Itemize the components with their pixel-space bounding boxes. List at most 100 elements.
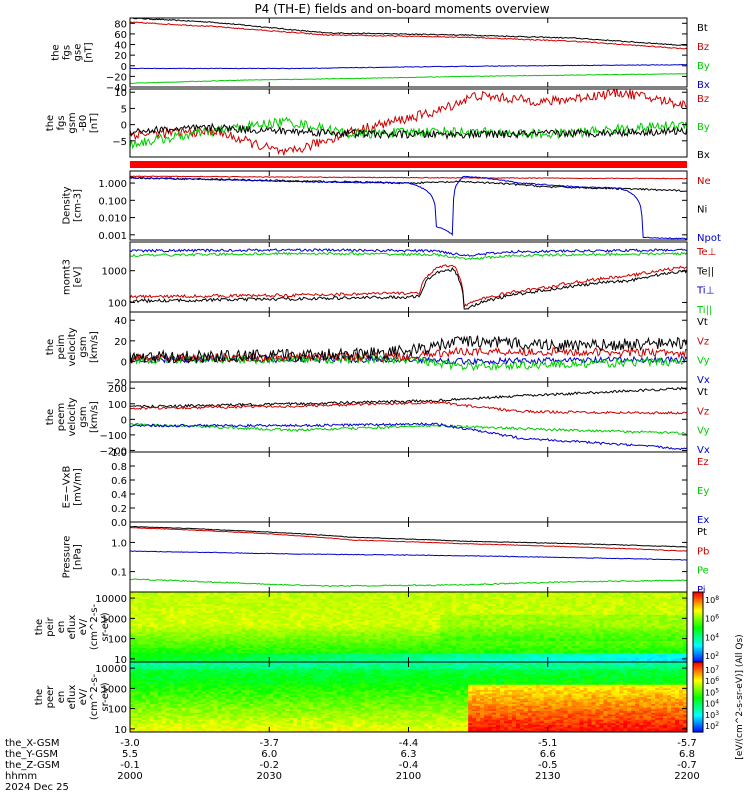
series-te bbox=[130, 265, 687, 307]
x-tick-value: -3.0 bbox=[120, 738, 140, 749]
y-axis-label: thepeimvelocitygsm[km/s] bbox=[45, 327, 100, 366]
y-tick-label: 0 bbox=[121, 62, 127, 73]
y-tick-label: 10000 bbox=[95, 594, 127, 605]
y-tick-label: 20 bbox=[114, 51, 127, 62]
legend-entry: Pe bbox=[697, 566, 709, 577]
y-axis-label: thepeerenefluxeV/(cm^2-s-sr-eV) bbox=[34, 673, 111, 720]
panel-frame bbox=[130, 171, 687, 240]
y-tick-label: 10 bbox=[114, 88, 127, 99]
x-tick-value: 6.8 bbox=[679, 749, 695, 760]
legend: Te⊥ Te|| Ti⊥ Ti|| bbox=[696, 247, 716, 316]
y-tick-label: 0.2 bbox=[111, 504, 127, 515]
panel-flag-bar bbox=[130, 161, 687, 168]
y-tick-label: 100 bbox=[108, 298, 127, 309]
legend-entry: Pb bbox=[697, 546, 709, 557]
colorbar-tick: 105 bbox=[705, 687, 719, 697]
x-tick-value: -4.4 bbox=[399, 738, 419, 749]
panel-peem-velocity: VtVzVyVx2001000−100−200thepeemvelocitygs… bbox=[45, 382, 710, 457]
x-tick-value: -3.7 bbox=[259, 738, 279, 749]
panel-frame bbox=[130, 18, 687, 87]
legend-entry: Ti⊥ bbox=[696, 286, 714, 297]
plot-title: P4 (TH-E) fields and on-board moments ov… bbox=[254, 2, 549, 16]
y-axis-label: momt3[eV] bbox=[62, 259, 84, 295]
x-tick-value: 2100 bbox=[396, 771, 421, 782]
y-tick-label: 40 bbox=[114, 41, 127, 52]
legend-entry: Vz bbox=[697, 336, 709, 347]
legend-entry: Ne bbox=[697, 176, 711, 187]
series-te bbox=[130, 268, 687, 309]
legend-entry: Vt bbox=[697, 317, 708, 328]
colorbar-tick: 106 bbox=[705, 614, 719, 624]
y-tick-label: 0.001 bbox=[98, 231, 127, 242]
legend-entry: Bt bbox=[697, 23, 708, 34]
y-tick-label: 0.1 bbox=[111, 568, 127, 579]
y-tick-label: 1.0 bbox=[111, 538, 127, 549]
panel-frame bbox=[130, 312, 687, 382]
panel-frame bbox=[130, 89, 687, 157]
y-axis-label: thefgsgsm-B0[nT] bbox=[45, 112, 100, 133]
y-tick-label: 20 bbox=[114, 337, 127, 348]
colorbar-tick: 106 bbox=[705, 676, 719, 686]
y-tick-label: 100 bbox=[108, 400, 127, 411]
series-bx bbox=[130, 65, 687, 69]
legend-entry: Vy bbox=[697, 356, 710, 367]
x-tick-value: -0.7 bbox=[677, 760, 697, 771]
y-axis-label: Pressure[nPa] bbox=[62, 536, 84, 579]
series-group bbox=[130, 18, 687, 84]
legend-entry: Ez bbox=[697, 457, 709, 468]
y-tick-label: 0.6 bbox=[111, 476, 127, 487]
x-row-label: the_Z-GSM bbox=[5, 760, 60, 771]
colorbar-tick: 108 bbox=[705, 595, 719, 605]
y-tick-label: −5 bbox=[112, 137, 127, 148]
y-tick-label: 40 bbox=[114, 316, 127, 327]
y-tick-label: 200 bbox=[108, 384, 127, 395]
legend-entry: Ey bbox=[697, 486, 709, 497]
legend-entry: Vx bbox=[697, 375, 710, 386]
y-tick-label: 80 bbox=[114, 19, 127, 30]
series-bz bbox=[130, 22, 687, 49]
y-tick-label: 0.010 bbox=[98, 214, 127, 225]
legend-entry: Vx bbox=[697, 445, 710, 456]
legend-entry: Vt bbox=[697, 387, 708, 398]
series-group bbox=[130, 88, 687, 155]
series-vx bbox=[130, 423, 687, 450]
legend-entry: Vz bbox=[697, 406, 709, 417]
colorbar-label: [eV/(cm^2-s-sr-eV)] (All Qs) bbox=[735, 634, 745, 759]
y-axis-label: thepeemvelocitygsm[km/s] bbox=[45, 397, 100, 436]
colorbar-tick: 107 bbox=[705, 665, 719, 675]
series-group bbox=[130, 527, 687, 587]
x-tick-value: -0.4 bbox=[399, 760, 419, 771]
x-row-label: hhmm bbox=[5, 771, 37, 782]
series-bz bbox=[130, 88, 687, 155]
legend-entry: Ni bbox=[697, 205, 707, 216]
y-axis-label: Density[cm-3] bbox=[62, 186, 84, 224]
legend-entry: Te⊥ bbox=[696, 247, 716, 258]
legend-entry: Ti|| bbox=[696, 305, 712, 316]
series-pe bbox=[130, 579, 687, 587]
legend-entry: Npot bbox=[697, 233, 721, 244]
x-tick-value: -0.2 bbox=[259, 760, 279, 771]
legend-entry: Te|| bbox=[696, 266, 714, 277]
y-tick-label: 1.000 bbox=[98, 179, 127, 190]
series-vz bbox=[130, 402, 687, 415]
series-ti bbox=[130, 252, 687, 259]
y-tick-label: 60 bbox=[114, 30, 127, 41]
y-tick-label: 0.8 bbox=[111, 462, 127, 473]
y-tick-label: 0 bbox=[121, 357, 127, 368]
series-npot bbox=[130, 176, 687, 239]
x-tick-value: -5.7 bbox=[677, 738, 697, 749]
colorbar-tick: 104 bbox=[705, 699, 719, 709]
x-tick-value: 2000 bbox=[117, 771, 142, 782]
